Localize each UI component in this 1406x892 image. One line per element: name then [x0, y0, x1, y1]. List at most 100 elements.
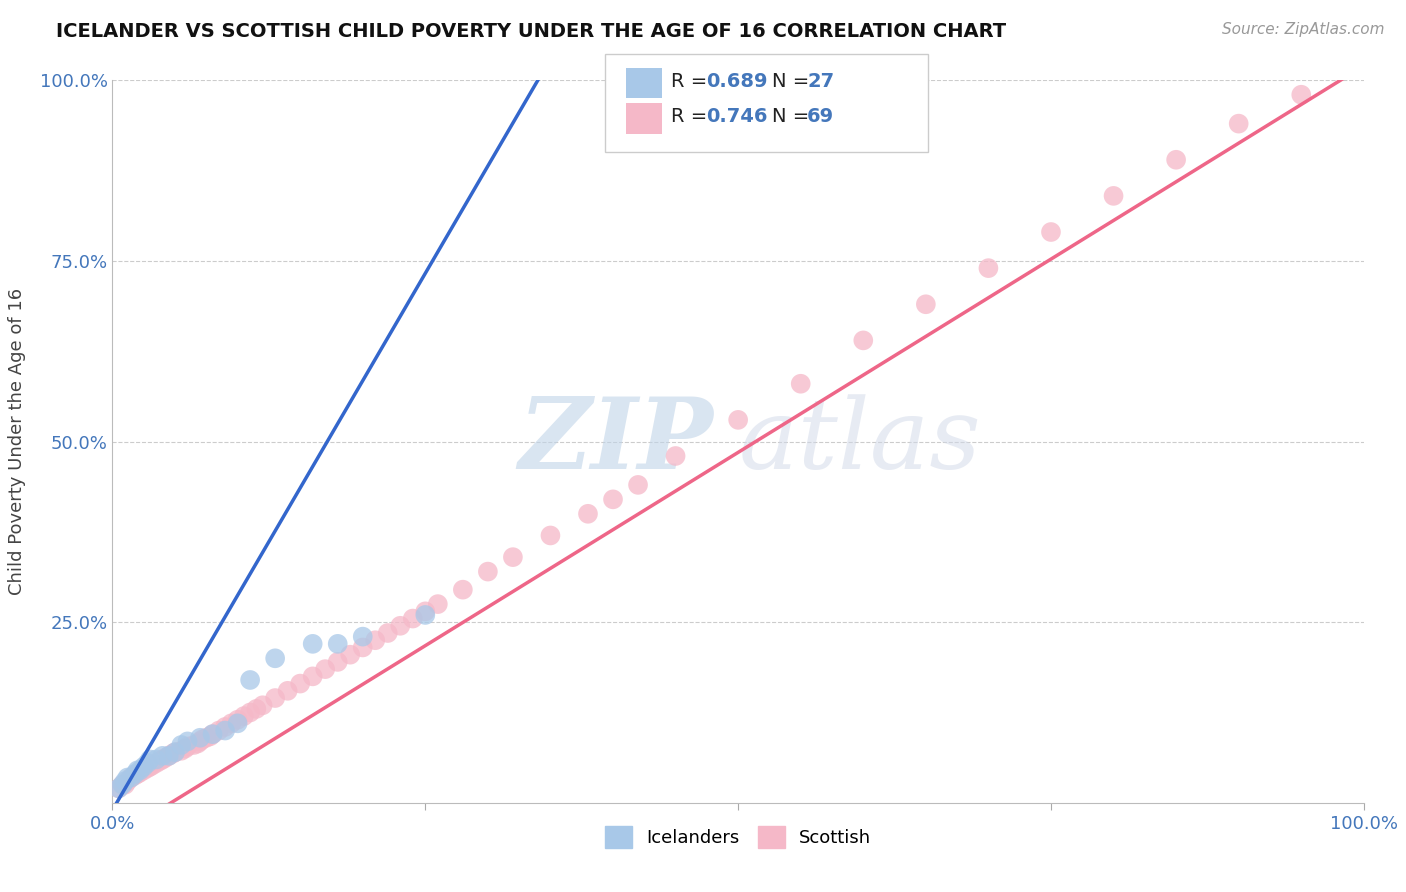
- Point: [107, 781, 129, 796]
- Point: [174, 741, 197, 756]
- Text: 27: 27: [807, 71, 834, 91]
- Point: [152, 748, 174, 763]
- Point: [162, 747, 184, 761]
- Point: [790, 376, 813, 391]
- Point: [352, 630, 374, 644]
- Point: [149, 754, 172, 768]
- Point: [301, 669, 323, 683]
- Point: [402, 611, 425, 625]
- Point: [326, 655, 349, 669]
- Point: [201, 727, 224, 741]
- Text: R =: R =: [671, 107, 713, 127]
- Point: [538, 528, 561, 542]
- Point: [157, 748, 180, 763]
- Point: [120, 771, 142, 785]
- Point: [627, 478, 650, 492]
- Point: [290, 676, 312, 690]
- Point: [127, 767, 149, 781]
- Point: [136, 756, 159, 770]
- Point: [170, 744, 193, 758]
- Point: [117, 771, 139, 785]
- Point: [176, 734, 198, 748]
- Point: [183, 738, 205, 752]
- Point: [852, 334, 875, 348]
- Text: N =: N =: [772, 107, 815, 127]
- Point: [576, 507, 599, 521]
- Point: [277, 683, 299, 698]
- Point: [664, 449, 686, 463]
- Point: [413, 607, 436, 622]
- Point: [301, 637, 323, 651]
- Point: [117, 774, 139, 789]
- Point: [977, 261, 1000, 276]
- Point: [139, 760, 162, 774]
- Point: [214, 723, 236, 738]
- Point: [264, 691, 287, 706]
- Point: [170, 738, 193, 752]
- Point: [145, 756, 167, 770]
- Point: [727, 413, 749, 427]
- Point: [129, 765, 152, 780]
- Point: [176, 739, 198, 754]
- Text: atlas: atlas: [738, 394, 981, 489]
- Point: [264, 651, 287, 665]
- Point: [602, 492, 624, 507]
- Point: [132, 760, 155, 774]
- Y-axis label: Child Poverty Under the Age of 16: Child Poverty Under the Age of 16: [7, 288, 25, 595]
- Point: [124, 768, 146, 782]
- Point: [232, 709, 254, 723]
- Point: [364, 633, 387, 648]
- Point: [111, 778, 134, 792]
- Point: [221, 716, 243, 731]
- Point: [413, 604, 436, 618]
- Text: 0.689: 0.689: [706, 71, 768, 91]
- Text: ZIP: ZIP: [519, 393, 713, 490]
- Point: [208, 723, 231, 738]
- Point: [188, 731, 211, 745]
- Point: [326, 637, 349, 651]
- Point: [314, 662, 336, 676]
- Point: [153, 751, 176, 765]
- Point: [145, 752, 167, 766]
- Point: [187, 737, 209, 751]
- Point: [198, 729, 221, 743]
- Point: [245, 702, 267, 716]
- Text: 69: 69: [807, 107, 834, 127]
- Point: [339, 648, 361, 662]
- Point: [136, 761, 159, 775]
- Text: N =: N =: [772, 71, 815, 91]
- Point: [226, 713, 249, 727]
- Point: [1102, 189, 1125, 203]
- Text: ICELANDER VS SCOTTISH CHILD POVERTY UNDER THE AGE OF 16 CORRELATION CHART: ICELANDER VS SCOTTISH CHILD POVERTY UNDE…: [56, 22, 1007, 41]
- Text: R =: R =: [671, 71, 713, 91]
- Point: [152, 752, 174, 766]
- Point: [477, 565, 499, 579]
- Point: [226, 716, 249, 731]
- Point: [1227, 117, 1250, 131]
- Point: [124, 767, 146, 781]
- Point: [188, 734, 211, 748]
- Point: [352, 640, 374, 655]
- Point: [915, 297, 938, 311]
- Text: 0.746: 0.746: [706, 107, 768, 127]
- Point: [127, 764, 149, 778]
- Point: [139, 752, 162, 766]
- Point: [114, 774, 136, 789]
- Point: [132, 764, 155, 778]
- Point: [214, 720, 236, 734]
- Point: [239, 706, 262, 720]
- Point: [1164, 153, 1187, 167]
- Text: Source: ZipAtlas.com: Source: ZipAtlas.com: [1222, 22, 1385, 37]
- Point: [451, 582, 474, 597]
- Point: [191, 732, 214, 747]
- Point: [195, 731, 218, 745]
- Point: [502, 550, 524, 565]
- Point: [163, 745, 186, 759]
- Legend: Icelanders, Scottish: Icelanders, Scottish: [598, 819, 879, 855]
- Point: [389, 619, 412, 633]
- Point: [1291, 87, 1313, 102]
- Point: [141, 758, 163, 772]
- Point: [129, 764, 152, 778]
- Point: [114, 778, 136, 792]
- Point: [120, 771, 142, 785]
